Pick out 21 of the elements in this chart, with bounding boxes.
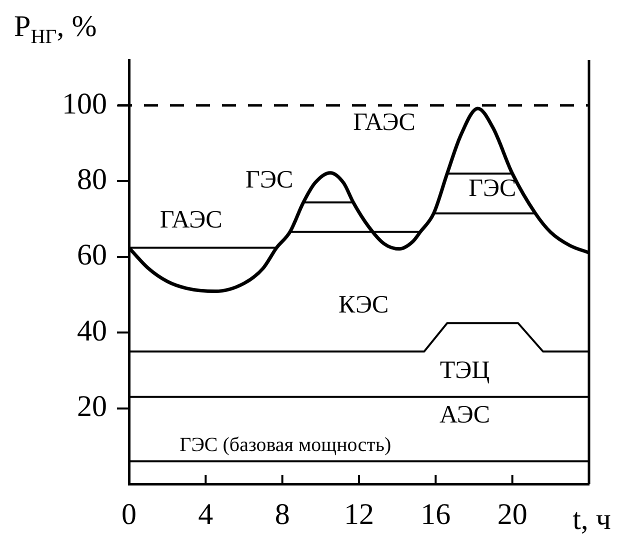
y-tick-label: 80: [77, 163, 107, 196]
annotation: ТЭЦ: [440, 357, 490, 384]
annotation: ГЭС: [245, 166, 294, 194]
x-tick-label: 8: [274, 498, 290, 531]
x-tick-label: 4: [198, 498, 214, 531]
annotation: ГЭС (базовая мощность): [180, 434, 392, 456]
x-tick-label: 12: [344, 498, 374, 531]
x-tick-label: 0: [122, 498, 136, 531]
x-axis-title: t, ч: [572, 502, 611, 536]
annotation: КЭС: [338, 291, 389, 318]
annotation: АЭС: [439, 402, 490, 429]
y-tick-label: 60: [77, 238, 107, 272]
annotation: ГАЭС: [160, 206, 222, 234]
x-tick-label: 20: [497, 498, 528, 531]
y-tick-label: 100: [62, 87, 107, 120]
y-tick-label: 40: [77, 314, 107, 348]
x-tick-label: 16: [420, 498, 451, 531]
annotation: ГАЭС: [353, 109, 416, 136]
annotation: ГЭС: [468, 174, 516, 202]
y-tick-label: 20: [77, 390, 107, 424]
y-axis-title: P$_{НГ}$, %: [14, 10, 97, 49]
